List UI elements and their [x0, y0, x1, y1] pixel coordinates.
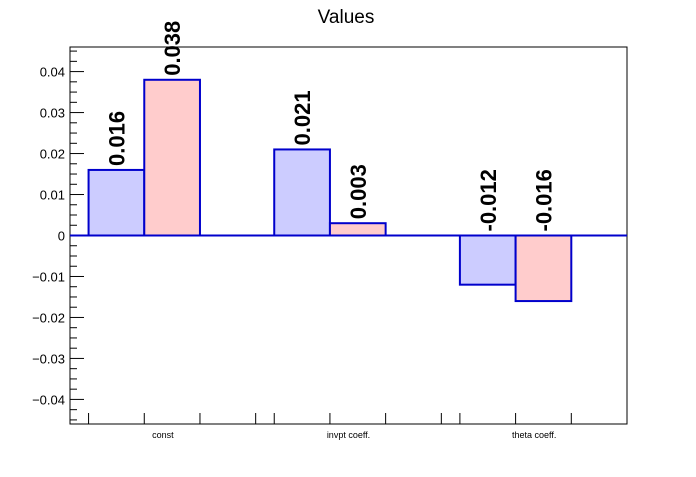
y-tick-label: 0.01 [40, 188, 65, 203]
y-tick-label: 0 [58, 229, 65, 244]
x-category-label: const [152, 430, 174, 440]
y-tick-label: −0.04 [32, 392, 65, 407]
bar [87, 168, 146, 237]
bar-value-label: 0.021 [290, 90, 315, 145]
x-axis: const invpt coeff. theta coeff. [88, 413, 628, 440]
bar-value-label: 0.016 [104, 111, 129, 166]
y-tick-label: 0.02 [40, 147, 65, 162]
bar [273, 148, 331, 237]
bar [514, 234, 573, 303]
bar [143, 78, 201, 237]
bar [328, 222, 387, 237]
bar [458, 234, 517, 286]
bar-value-label: -0.012 [476, 169, 501, 231]
y-tick-label: 0.03 [40, 106, 65, 121]
bar-value-label: 0.003 [346, 164, 371, 219]
x-category-label: invpt coeff. [327, 430, 370, 440]
y-tick-label: −0.03 [32, 351, 65, 366]
chart-title: Values [318, 7, 375, 28]
data-labels: 0.016 0.021 -0.012 0.038 0.003 -0.016 [104, 21, 556, 232]
y-tick-label: −0.01 [32, 269, 65, 284]
x-category-label: theta coeff. [512, 430, 556, 440]
bars [87, 78, 573, 303]
bar-value-label: -0.016 [531, 169, 556, 231]
bar-value-label: 0.038 [160, 21, 185, 76]
y-tick-label: −0.02 [32, 310, 65, 325]
y-tick-label: 0.04 [40, 65, 65, 80]
